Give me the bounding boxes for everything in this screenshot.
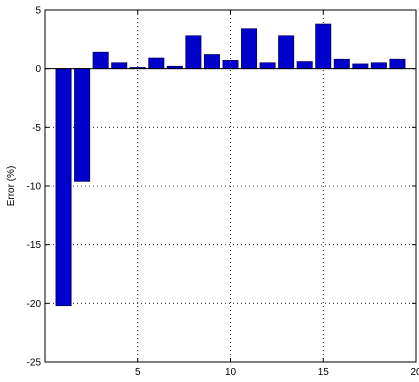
bar-15: [315, 23, 332, 70]
bar-2: [74, 68, 91, 182]
y-tick-label--10: -10: [27, 182, 42, 193]
x-tick-label-20: 20: [410, 367, 419, 378]
axes-layer: [44, 9, 417, 363]
bar-13: [278, 35, 295, 70]
y-axis-label: Error (%): [6, 166, 17, 207]
y-tick-label--15: -15: [27, 240, 42, 251]
bar-12: [259, 62, 276, 70]
bar-1: [55, 68, 72, 307]
bar-3: [92, 51, 109, 70]
bar-19: [389, 58, 406, 70]
bar-8: [185, 35, 202, 70]
y-tick-label--20: -20: [27, 299, 42, 310]
bar-16: [333, 58, 350, 70]
bar-18: [370, 62, 387, 70]
y-tick-label--5: -5: [32, 123, 41, 134]
x-tick-label-15: 15: [318, 367, 330, 378]
bar-11: [241, 28, 258, 70]
bar-14: [296, 61, 313, 70]
bar-10: [222, 60, 239, 70]
y-tick-label-0: 0: [35, 64, 41, 75]
labels-layer: 5 0 -5 -10 -15 -20 -25 5 10 15 20 Error (%): [6, 6, 419, 379]
y-tick-label-5: 5: [35, 6, 41, 17]
bar-17: [352, 63, 369, 70]
x-tick-label-5: 5: [135, 367, 141, 378]
y-tick-label--25: -25: [27, 358, 42, 369]
bar-9: [203, 54, 220, 70]
x-tick-label-10: 10: [225, 367, 237, 378]
bar-6: [148, 57, 165, 70]
bar-4: [111, 62, 128, 70]
